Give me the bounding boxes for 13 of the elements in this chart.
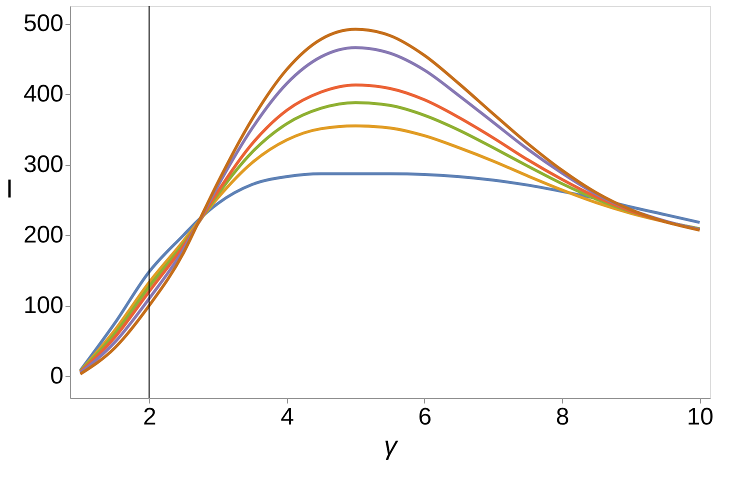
y-tick-label: 100 — [23, 292, 64, 320]
y-tick-label: 300 — [23, 151, 64, 178]
y-tick-label: 0 — [50, 362, 64, 390]
y-axis-title: I — [6, 174, 14, 204]
x-tick-label: 8 — [556, 404, 570, 430]
x-tick-label: 10 — [686, 404, 714, 430]
x-tick-label: 6 — [418, 404, 432, 430]
x-axis-title: γ — [384, 430, 399, 460]
y-tick-label: 400 — [23, 80, 64, 108]
x-tick-label: 2 — [142, 404, 156, 430]
x-tick-label: 4 — [280, 404, 294, 430]
y-tick-label: 500 — [23, 10, 64, 38]
y-tick-label: 200 — [23, 222, 64, 249]
